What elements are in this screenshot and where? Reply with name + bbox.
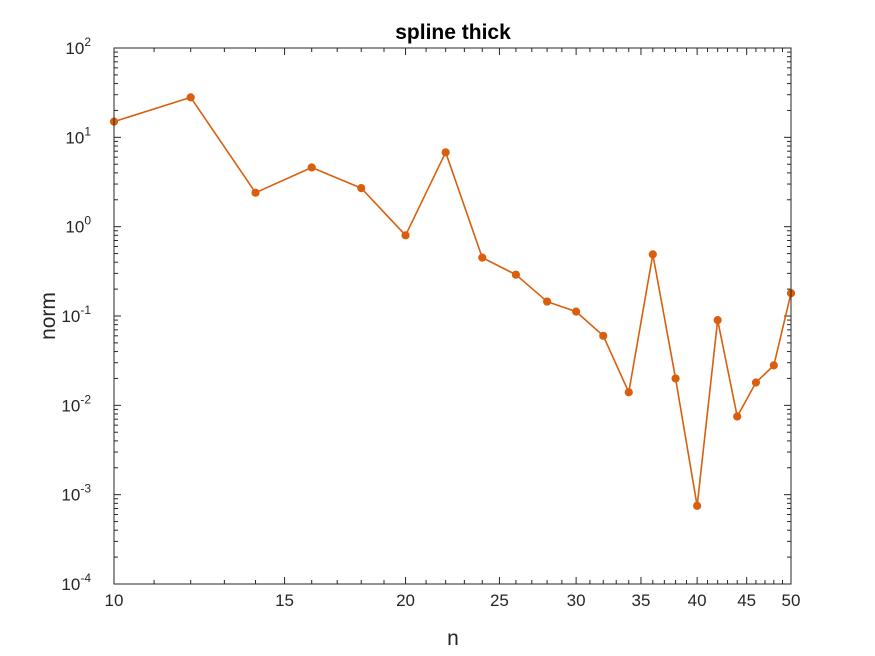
data-point (751, 378, 761, 387)
x-tick-labels: 10 15 20 25 30 35 40 45 50 (105, 591, 801, 610)
data-point (671, 374, 680, 383)
data-point (478, 253, 487, 262)
data-point (543, 297, 552, 306)
data-point (599, 331, 608, 340)
data-point (693, 501, 702, 510)
x-tick-label: 25 (490, 591, 509, 610)
data-point (186, 93, 195, 102)
y-tick-label: 101 (65, 124, 91, 147)
y-tick-label: 10-1 (61, 303, 91, 326)
data-point (251, 188, 260, 197)
plot-frame (113, 47, 792, 585)
x-axis-label: n (447, 627, 459, 650)
y-axis-label: norm (37, 292, 60, 340)
data-point (769, 361, 778, 370)
y-tick-label: 100 (65, 214, 91, 237)
x-tick-label: 35 (632, 591, 651, 610)
data-point (624, 388, 633, 397)
y-tick-labels: 10-4 10-3 10-2 10-1 100 101 102 (61, 35, 91, 594)
data-point (713, 315, 722, 325)
y-tick-label: 102 (65, 35, 91, 58)
x-tick-label: 10 (105, 591, 124, 610)
data-point (441, 148, 450, 157)
axis-ticks (113, 47, 792, 585)
data-point (572, 307, 581, 316)
y-tick-label: 10-2 (61, 392, 91, 415)
data-point (357, 184, 366, 193)
chart-title: spline thick (395, 21, 511, 44)
data-point (648, 250, 657, 259)
y-tick-label: 10-3 (61, 482, 91, 505)
x-tick-label: 15 (275, 591, 294, 610)
plot-area (114, 48, 791, 584)
data-point (401, 231, 410, 240)
x-tick-label: 20 (396, 591, 415, 610)
y-tick-label: 10-4 (61, 571, 91, 594)
data-point (511, 270, 521, 279)
x-tick-label: 40 (688, 591, 707, 610)
x-tick-label: 45 (737, 591, 756, 610)
data-point (307, 163, 316, 172)
x-tick-label: 30 (567, 591, 586, 610)
data-point (733, 412, 742, 421)
x-tick-label: 50 (782, 591, 801, 610)
